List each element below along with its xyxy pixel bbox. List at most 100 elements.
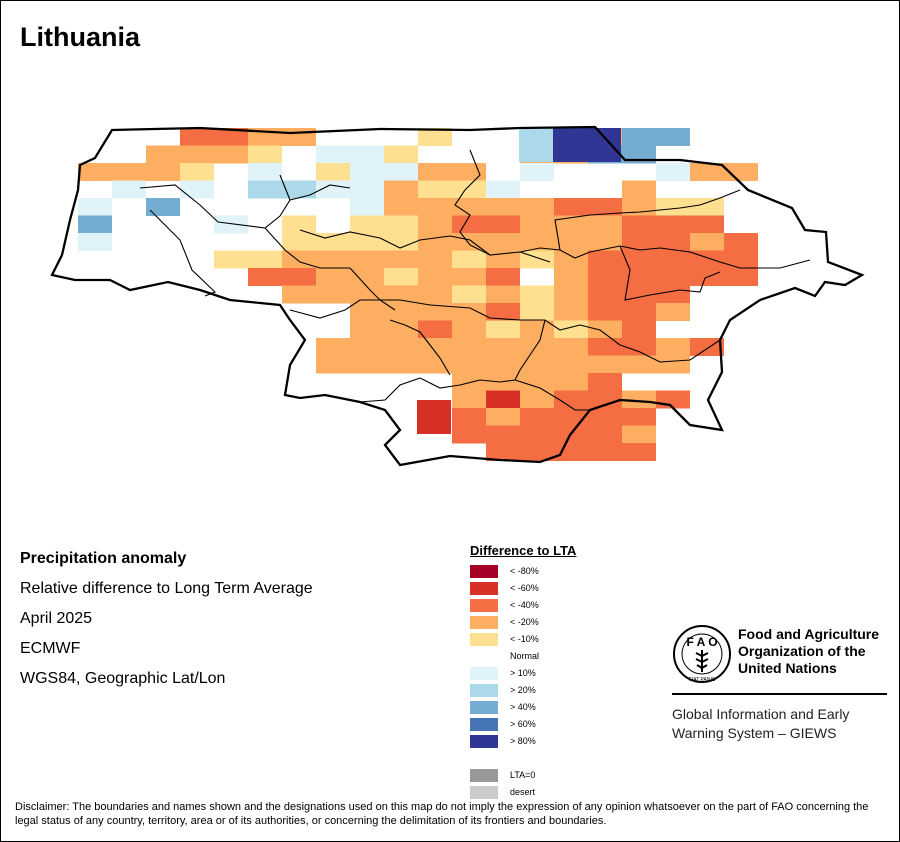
grid-cell [588, 215, 622, 234]
legend-swatch [470, 582, 498, 595]
grid-cell [486, 233, 520, 251]
grid-cell [554, 338, 588, 356]
grid-cell [588, 408, 622, 426]
grid-cell [588, 250, 622, 269]
grid-cell [656, 268, 690, 286]
giews-line1: Global Information and Early [672, 706, 850, 722]
grid-cell [316, 338, 350, 356]
grid-cell [656, 198, 690, 216]
grid-cell [282, 233, 316, 251]
grid-cell [486, 355, 520, 374]
legend-label: Normal [510, 651, 540, 661]
grid-cell [622, 408, 656, 426]
grid-cell [656, 338, 690, 356]
grid-cell [690, 233, 724, 251]
grid-cell [316, 145, 350, 164]
legend-items: < -80% < -60% < -40% < -20% < -10% Normal > 10… [470, 563, 576, 801]
grid-cell [384, 145, 418, 164]
grid-cell [554, 408, 588, 426]
grid-cell [350, 285, 384, 304]
giews-label: Global Information and Early Warning Sys… [672, 705, 887, 743]
fao-name: Food and Agriculture Organization of the… [738, 626, 898, 677]
grid-cell [418, 268, 452, 286]
fao-name-line1: Food and Agriculture [738, 626, 880, 642]
grid-cell [520, 355, 554, 374]
grid-cell [520, 198, 554, 216]
grid-cell [78, 198, 112, 216]
map-title: Lithuania [20, 22, 140, 52]
grid-cell [554, 198, 588, 216]
grid-cell [384, 268, 418, 286]
grid-cell [486, 215, 520, 234]
grid-cell [452, 355, 486, 374]
grid-cell [520, 303, 554, 321]
grid-cell [350, 338, 384, 356]
legend-label: < -20% [510, 617, 539, 627]
grid-cell [656, 128, 690, 146]
grid-cell [554, 443, 588, 461]
grid-cell [452, 233, 486, 251]
grid-cell [554, 373, 588, 391]
legend-item: LTA=0 [470, 767, 576, 784]
grid-cell [418, 215, 452, 234]
grid-cell [656, 285, 690, 304]
grid-cell [588, 320, 622, 339]
disclaimer: Disclaimer: The boundaries and names sho… [15, 801, 869, 827]
grid-cell [656, 390, 690, 409]
grid-cell [452, 390, 486, 409]
grid-cell [248, 145, 282, 164]
grid-cell [248, 250, 282, 269]
grid-cell [452, 373, 486, 391]
grid-cell [588, 303, 622, 321]
grid-cell [554, 355, 588, 374]
source-label: ECMWF [20, 640, 81, 657]
grid-cell [180, 163, 214, 181]
grid-cell [282, 215, 316, 234]
grid-cell [452, 215, 486, 234]
legend-item: > 40% [470, 699, 576, 716]
grid-cell [248, 180, 282, 199]
grid-cell [486, 303, 520, 321]
anomaly-grid [78, 128, 758, 461]
grid-cell [350, 355, 384, 374]
grid-cell [452, 285, 486, 304]
legend-label: < -10% [510, 634, 539, 644]
legend: Difference to LTA < -80% < -60% < -40% < -2… [470, 543, 576, 801]
grid-cell [622, 355, 656, 374]
grid-cell [112, 180, 146, 199]
grid-cell [486, 390, 520, 409]
grid-cell [180, 180, 214, 199]
fao-logo-icon: F A O FIAT PANIS [673, 625, 731, 683]
grid-cell [418, 320, 452, 339]
grid-cell [316, 285, 350, 304]
grid-cell [418, 250, 452, 269]
legend-swatch [470, 667, 498, 680]
grid-cell [452, 163, 486, 181]
legend-swatch [470, 565, 498, 578]
grid-cell [282, 128, 316, 146]
grid-cell [350, 303, 384, 321]
grid-cell [384, 163, 418, 181]
legend-swatch [470, 684, 498, 697]
grid-cell [520, 338, 554, 356]
grid-cell [180, 128, 214, 146]
grid-cell [418, 180, 452, 199]
grid-cell [248, 268, 282, 286]
legend-swatch [470, 599, 498, 612]
grid-cell [588, 373, 622, 391]
grid-cell [384, 215, 418, 234]
grid-cell [724, 268, 758, 286]
grid-cell [622, 215, 656, 234]
grid-cell [622, 128, 656, 146]
grid-cell [724, 233, 758, 251]
grid-cell [486, 180, 520, 199]
grid-cell [486, 425, 520, 444]
period-label: April 2025 [20, 610, 93, 627]
grid-cell [520, 233, 554, 251]
grid-cell [78, 163, 112, 181]
grid-cell [146, 163, 180, 181]
grid-cell [520, 163, 554, 181]
grid-cell [486, 338, 520, 356]
projection-label: WGS84, Geographic Lat/Lon [20, 670, 226, 687]
grid-cell [486, 443, 520, 461]
